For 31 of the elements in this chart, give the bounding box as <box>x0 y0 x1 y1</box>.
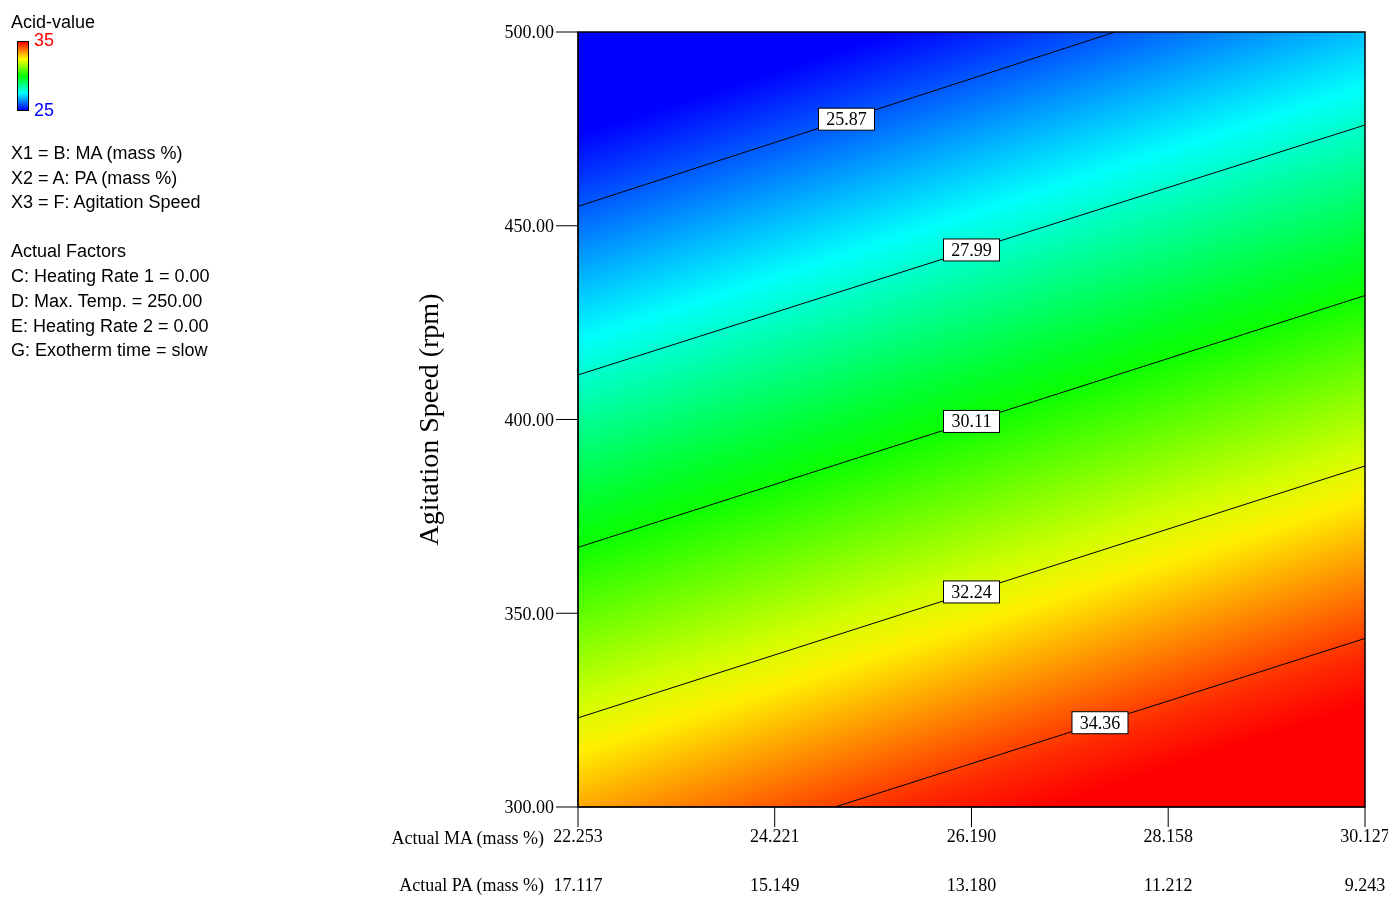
series-label: 34.36 <box>1079 712 1121 733</box>
x2-tick-label: 9.243 <box>1344 875 1386 895</box>
x-axis-title: Actual MA (mass %) <box>391 828 544 849</box>
text: G: Exotherm time = slow <box>11 339 209 363</box>
x-tick-label: 24.221 <box>749 825 800 846</box>
x-tick-label: 28.158 <box>1143 825 1193 846</box>
x-tick-label: 26.190 <box>946 825 997 846</box>
y-tick-label: 500.00 <box>504 22 554 43</box>
series-label: 25.87 <box>826 109 867 130</box>
y-tick-label: 450.00 <box>504 216 554 237</box>
x2-tick-label: 11.212 <box>1143 875 1193 895</box>
text: D: Max. Temp. = 250.00 <box>11 289 204 313</box>
series-label: 30.11 <box>951 411 992 432</box>
text: X1 = B: MA (mass %) <box>11 141 184 165</box>
series-label: 32.24 <box>951 581 992 602</box>
y-tick-label: 350.00 <box>504 603 554 624</box>
text: C: Heating Rate 1 = 0.00 <box>11 265 210 288</box>
text: E: Heating Rate 2 = 0.00 <box>11 314 210 338</box>
y-axis-title: Agitation Speed (rpm) <box>412 293 444 546</box>
y-tick-label: 400.00 <box>504 409 554 430</box>
text: Actual Factors <box>11 240 128 264</box>
text: X3 = F: Agitation Speed <box>11 191 202 215</box>
x2-axis-title: Actual PA (mass %) <box>399 875 544 896</box>
y-tick-label: 300.00 <box>504 797 554 818</box>
x2-tick-label: 13.180 <box>946 875 997 895</box>
x2-tick-label: 17.117 <box>553 875 603 895</box>
color-bar-label: 25 <box>34 99 55 123</box>
x-tick-label: 22.253 <box>553 825 603 846</box>
text: X2 = A: PA (mass %) <box>11 166 179 190</box>
series-label: 27.99 <box>951 239 992 260</box>
x2-tick-label: 15.149 <box>749 875 800 895</box>
